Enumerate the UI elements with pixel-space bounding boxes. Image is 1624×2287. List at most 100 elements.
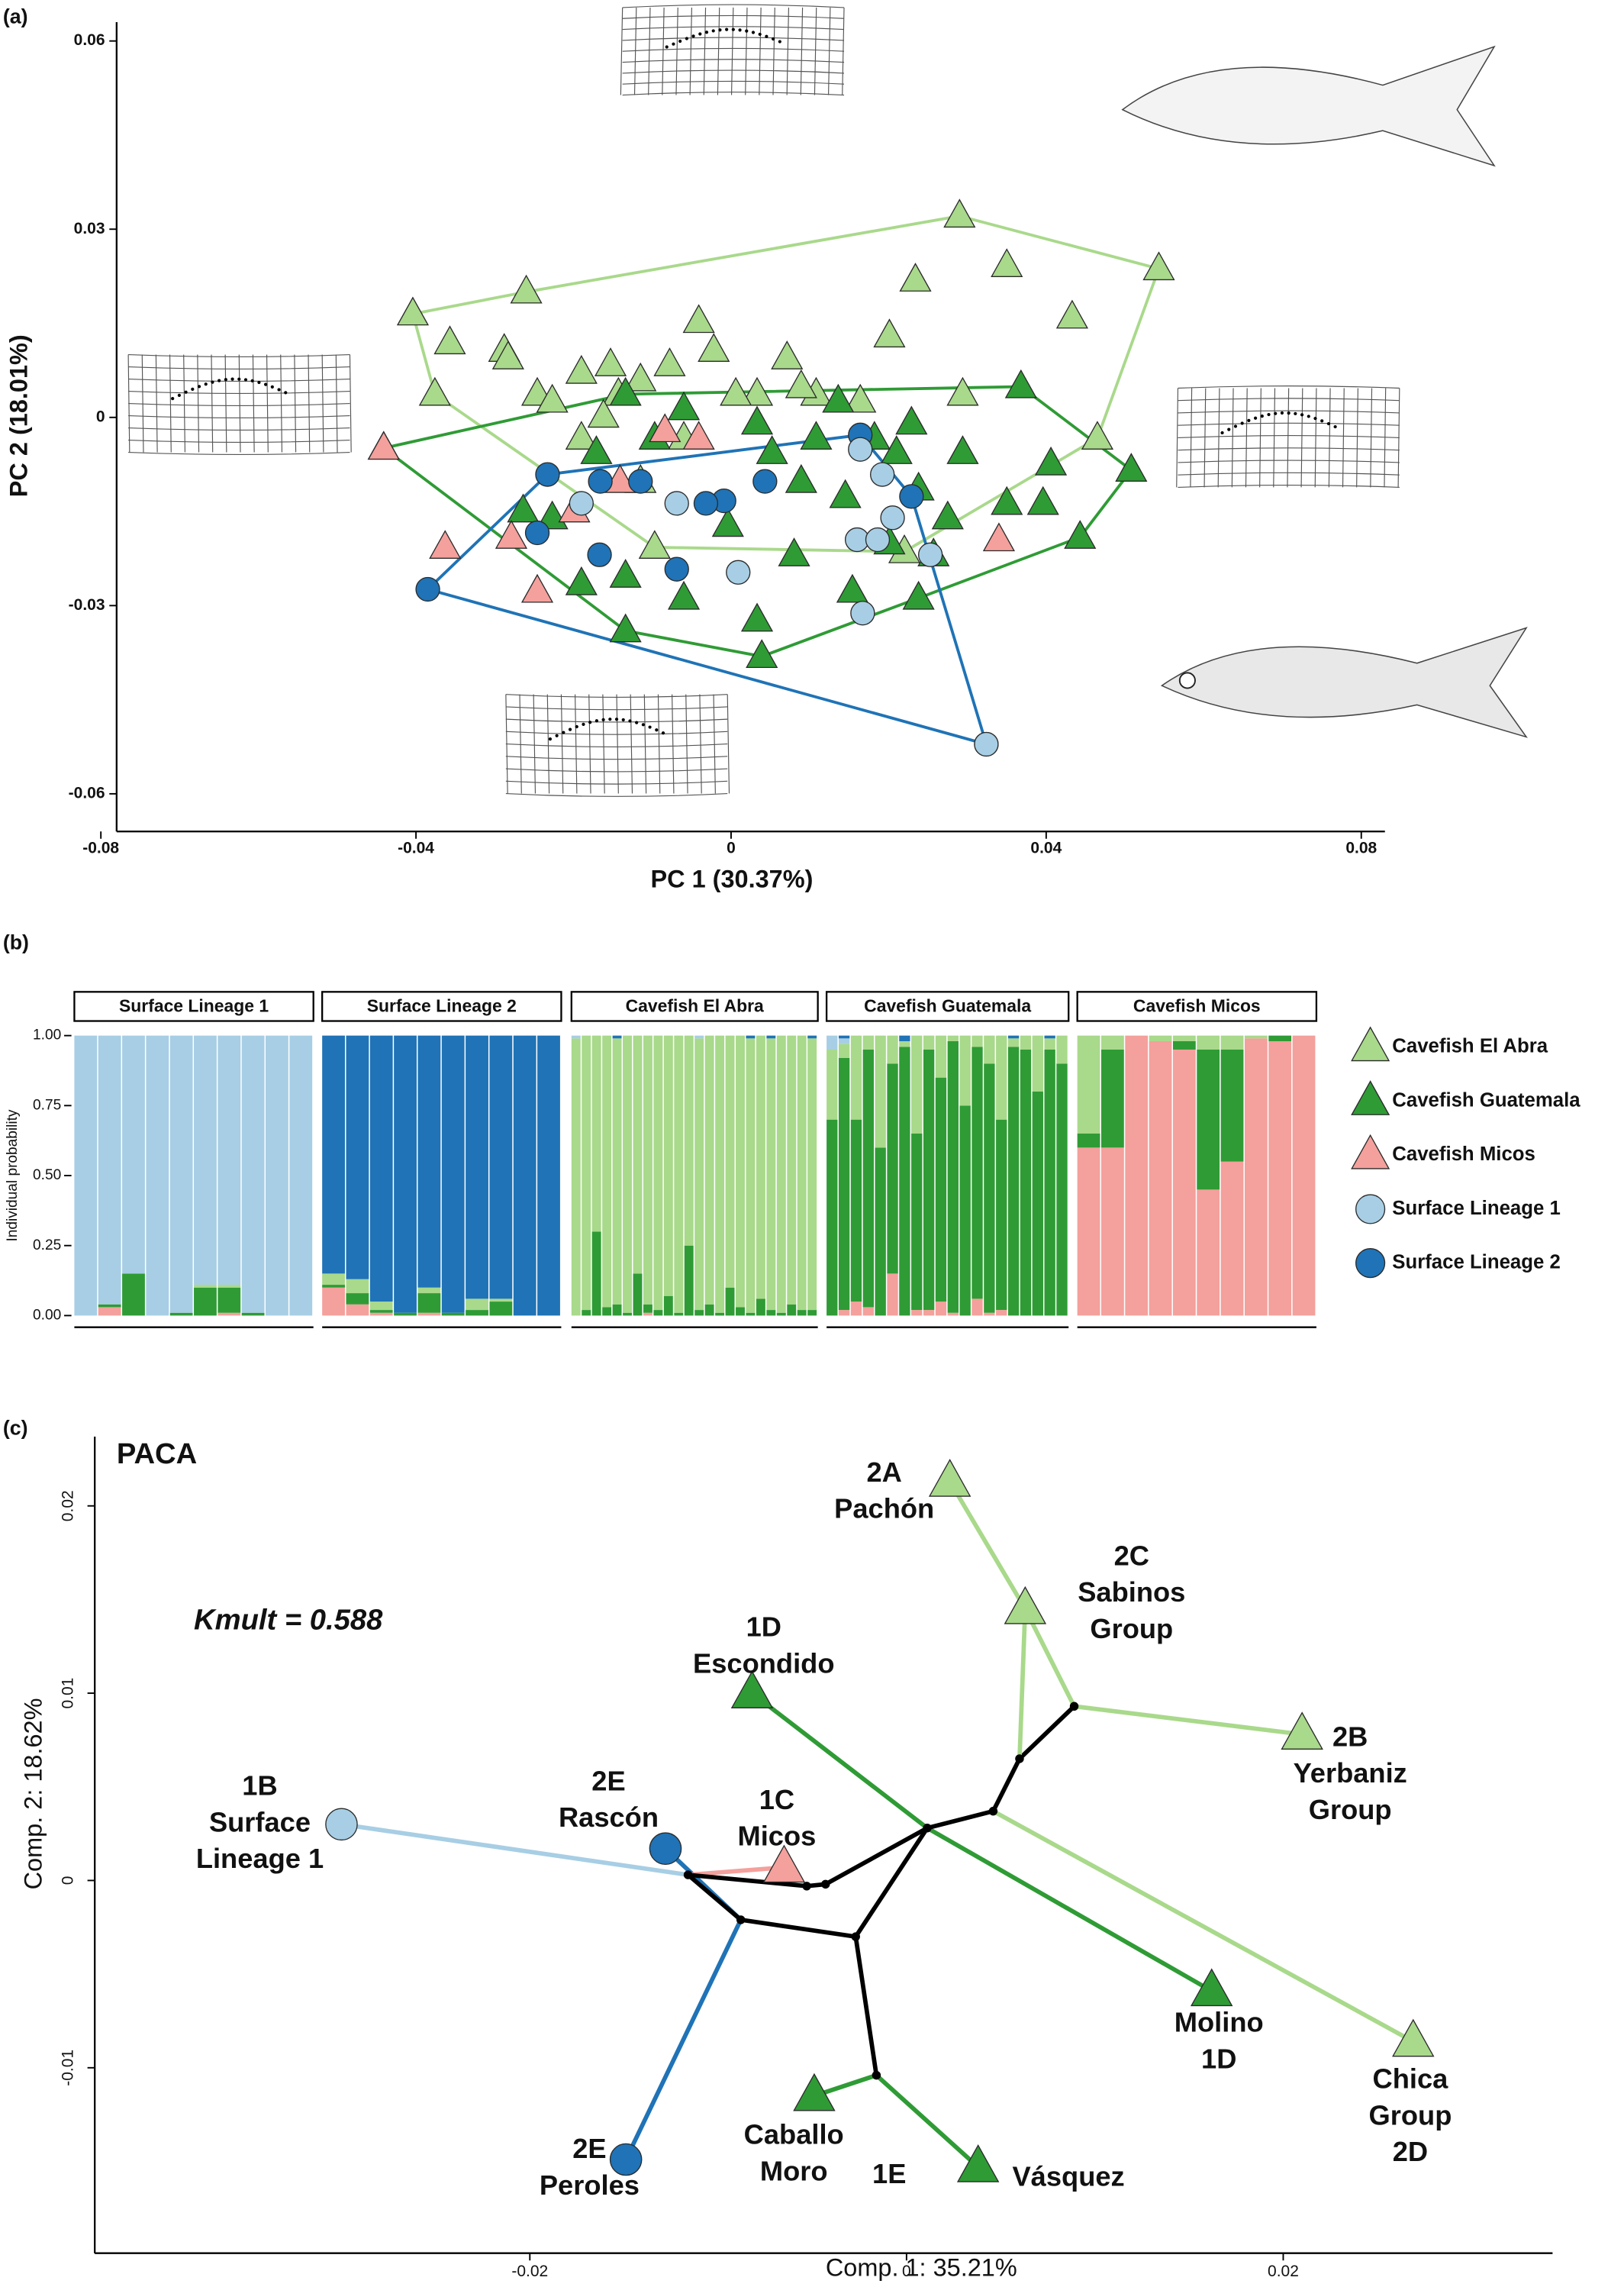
bar-segment xyxy=(746,1038,756,1313)
bar-segment xyxy=(935,1302,947,1316)
landmark xyxy=(1227,427,1231,431)
bar-segment xyxy=(466,1035,488,1299)
tip-label: Caballo xyxy=(744,2119,844,2150)
grid-line-deco xyxy=(1178,447,1400,451)
bar-segment xyxy=(633,1273,643,1316)
point xyxy=(778,537,810,566)
landmark xyxy=(1233,424,1238,428)
bar-segment xyxy=(369,1312,393,1316)
tip-label: Vásquez xyxy=(1012,2161,1124,2192)
tip xyxy=(793,2072,836,2111)
bar-segment xyxy=(1007,1038,1020,1047)
point xyxy=(667,391,701,421)
bar-segment xyxy=(1244,1035,1268,1039)
tip-label: Micos xyxy=(737,1821,816,1852)
branch xyxy=(948,1480,1027,1611)
internal-node xyxy=(736,1915,746,1924)
landmark xyxy=(648,725,652,729)
grid-line-deco xyxy=(842,7,845,95)
bar-segment xyxy=(346,1035,369,1279)
grid-line-deco xyxy=(689,7,692,95)
bar-segment xyxy=(489,1035,513,1299)
grid-line-deco xyxy=(622,59,845,63)
grid-line-deco xyxy=(814,7,817,95)
point xyxy=(535,462,560,487)
bar-segment xyxy=(996,1310,1007,1316)
landmark xyxy=(608,718,612,721)
point xyxy=(520,573,554,603)
grid-line-deco xyxy=(127,354,130,453)
bar-segment xyxy=(98,1035,121,1305)
landmark xyxy=(678,39,682,44)
bar-segment xyxy=(74,1035,98,1316)
bar-segment xyxy=(1077,1035,1100,1134)
bar-segment xyxy=(623,1312,632,1316)
bar-segment xyxy=(684,1245,694,1316)
landmark xyxy=(548,737,553,741)
point xyxy=(609,559,642,588)
bar-segment xyxy=(322,1035,345,1274)
internal-node xyxy=(1069,1702,1079,1711)
grid-line-deco xyxy=(1384,388,1387,488)
bar-segment xyxy=(623,1035,632,1313)
point xyxy=(865,527,891,553)
point xyxy=(396,296,430,326)
tip-label: Yerbaniz xyxy=(1294,1757,1407,1789)
branch xyxy=(1074,1704,1303,1737)
landmark xyxy=(685,37,688,40)
landmark xyxy=(672,42,675,46)
bar-segment xyxy=(972,1035,983,1047)
point xyxy=(1081,421,1114,450)
deformation-grid xyxy=(127,353,352,455)
bar-segment xyxy=(218,1035,241,1285)
landmark xyxy=(197,385,201,389)
bar-segment xyxy=(369,1310,393,1313)
legend-symbol xyxy=(1355,1194,1386,1224)
point xyxy=(785,369,817,398)
landmark xyxy=(211,380,214,384)
point xyxy=(507,493,540,523)
tip-label: Chica xyxy=(1373,2063,1449,2095)
bar-segment xyxy=(1172,1035,1196,1041)
point xyxy=(836,573,869,603)
facet-strip xyxy=(1076,991,1318,1022)
point xyxy=(495,520,528,549)
bar-segment xyxy=(602,1035,612,1308)
facet-title: Surface Lineage 1 xyxy=(119,995,269,1015)
grid-line-deco xyxy=(155,354,158,453)
bar-segment xyxy=(1077,1134,1100,1148)
panel-label: (b) xyxy=(3,931,29,953)
bar-segment xyxy=(911,1310,923,1316)
landmark xyxy=(635,721,639,724)
branch xyxy=(688,1873,807,1889)
point xyxy=(667,580,701,610)
landmark xyxy=(778,40,781,44)
bar-segment xyxy=(417,1287,441,1294)
bar-segment xyxy=(466,1310,488,1316)
landmark xyxy=(1294,411,1297,415)
bar-segment xyxy=(787,1304,797,1316)
bar-segment xyxy=(1044,1038,1055,1050)
landmark xyxy=(1247,418,1251,422)
point xyxy=(565,421,598,450)
bar-segment xyxy=(715,1312,725,1316)
bar-segment xyxy=(146,1035,169,1316)
grid-line-deco xyxy=(1328,388,1331,488)
grid-line-deco xyxy=(622,69,845,74)
point xyxy=(1064,520,1097,549)
landmark xyxy=(691,34,695,38)
y-tick-label: 1.00 xyxy=(33,1027,61,1044)
point xyxy=(899,263,932,292)
grid-line-deco xyxy=(1176,388,1179,488)
point xyxy=(711,508,744,537)
y-axis-title: PC 2 (18.01%) xyxy=(5,334,32,497)
point xyxy=(569,491,594,516)
tip-label: 1D xyxy=(1201,2043,1236,2074)
x-tick-label: -0.04 xyxy=(398,840,434,857)
landmark xyxy=(665,45,669,49)
grid-line-deco xyxy=(828,7,831,95)
grid-line-deco xyxy=(699,694,702,794)
grid-line-deco xyxy=(662,7,665,95)
point xyxy=(664,491,689,516)
grid-line-deco xyxy=(622,47,845,52)
